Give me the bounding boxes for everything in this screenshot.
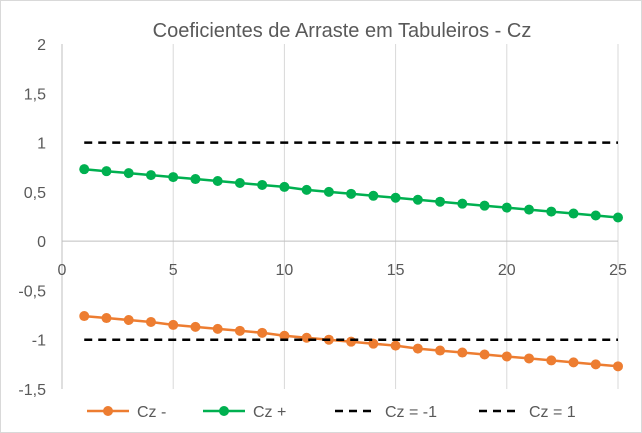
series-cz- [79, 164, 623, 223]
data-point [101, 166, 112, 177]
data-point [145, 170, 156, 181]
data-point [212, 176, 223, 187]
data-point [501, 351, 512, 362]
legend: Cz - Cz + Cz = -1 Cz = 1 [87, 404, 576, 421]
data-point [613, 212, 623, 223]
data-point [435, 345, 446, 356]
y-tick-label: 0 [37, 234, 46, 251]
data-point [79, 164, 90, 175]
data-point [524, 204, 535, 215]
legend-marker [219, 406, 229, 416]
data-point [368, 338, 379, 349]
data-point [546, 355, 557, 366]
data-point [457, 347, 468, 358]
data-point [257, 179, 268, 190]
data-point [323, 186, 334, 197]
data-point [524, 353, 535, 364]
data-point [168, 319, 179, 330]
data-point [613, 361, 623, 372]
data-point [568, 357, 579, 368]
x-tick-label: 25 [609, 262, 627, 279]
data-point [190, 321, 201, 332]
y-tick-label: 0,5 [24, 185, 46, 202]
data-point [279, 330, 290, 341]
x-tick-label: 20 [498, 262, 516, 279]
data-point [412, 194, 423, 205]
data-point [479, 349, 490, 360]
data-point [479, 200, 490, 211]
legend-item: Cz + [203, 404, 286, 421]
legend-item: Cz - [87, 404, 166, 421]
x-tick-label: 15 [387, 262, 405, 279]
data-point [435, 196, 446, 207]
legend-label: Cz + [253, 404, 286, 421]
x-tick-label: 5 [169, 262, 178, 279]
legend-label: Cz - [137, 404, 166, 421]
chart-title: Coeficientes de Arraste em Tabuleiros - … [153, 20, 532, 42]
data-point [457, 198, 468, 209]
data-point [368, 190, 379, 201]
series-layer [79, 141, 623, 372]
data-point [123, 168, 134, 179]
data-point [390, 192, 401, 203]
data-point [145, 316, 156, 327]
axes: 2 1,5 1 0,5 0 -0,5 -1 -1,5 0 5 10 15 20 25 [18, 37, 627, 399]
data-point [568, 208, 579, 219]
y-tick-label: 1 [37, 136, 46, 153]
data-point [257, 327, 268, 338]
y-tick-label: 2 [37, 37, 46, 54]
y-tick-label: -1 [32, 333, 46, 350]
data-point [168, 172, 179, 183]
data-point [279, 181, 290, 192]
data-point [234, 177, 245, 188]
legend-label: Cz = 1 [529, 404, 576, 421]
legend-item: Cz = 1 [479, 404, 576, 421]
data-point [590, 210, 601, 221]
y-tick-label: 1,5 [24, 86, 46, 103]
x-tick-label: 10 [276, 262, 294, 279]
data-point [212, 323, 223, 334]
series-cz- [79, 311, 623, 372]
legend-item: Cz = -1 [335, 404, 437, 421]
data-point [390, 340, 401, 351]
data-point [501, 202, 512, 213]
legend-label: Cz = -1 [385, 404, 437, 421]
data-point [79, 311, 90, 322]
data-point [123, 315, 134, 325]
data-point [101, 313, 112, 324]
x-tick-label: 0 [58, 262, 67, 279]
data-point [590, 359, 601, 370]
data-point [346, 336, 357, 347]
y-tick-label: -0,5 [18, 283, 46, 300]
data-point [412, 343, 423, 354]
data-point [190, 174, 201, 185]
data-point [234, 325, 245, 336]
legend-marker [103, 406, 113, 416]
data-point [301, 332, 312, 343]
data-point [346, 188, 357, 199]
data-point [301, 184, 312, 195]
y-tick-label: -1,5 [18, 382, 46, 399]
data-point [546, 206, 557, 217]
